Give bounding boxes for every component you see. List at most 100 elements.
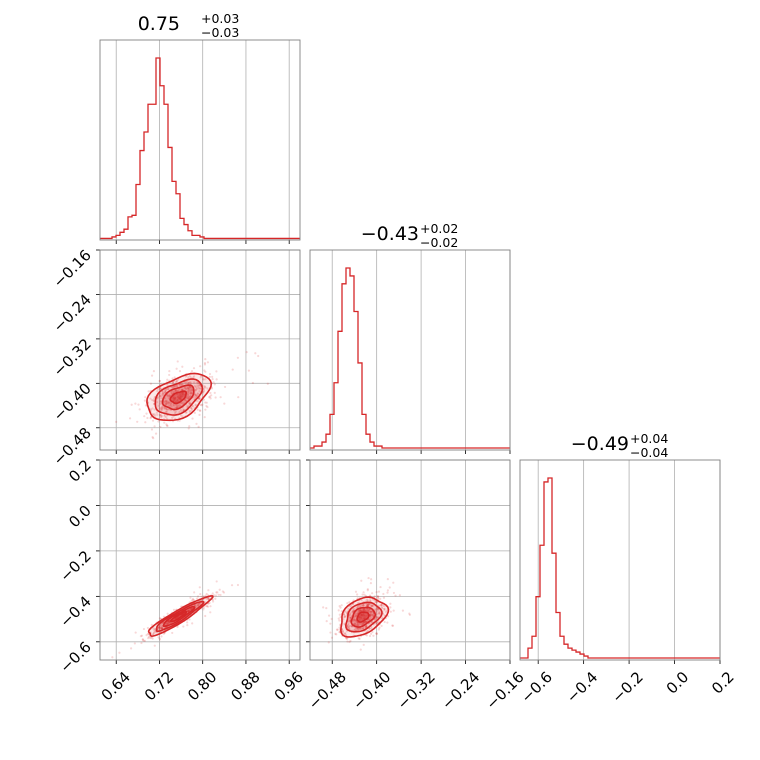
sample-point xyxy=(151,407,154,410)
sample-point xyxy=(167,620,170,623)
sample-point xyxy=(185,411,188,414)
sample-point xyxy=(377,595,380,599)
sample-point xyxy=(143,639,147,642)
sample-point xyxy=(203,385,206,388)
sample-point xyxy=(218,588,221,591)
sample-point xyxy=(369,599,372,603)
sample-point xyxy=(386,589,390,592)
sample-point xyxy=(341,629,344,632)
sample-point xyxy=(392,591,396,595)
sample-point xyxy=(204,386,207,389)
sample-point xyxy=(349,613,352,616)
sample-point xyxy=(362,643,365,646)
sample-point xyxy=(203,385,206,388)
sample-point xyxy=(188,381,191,384)
sample-point xyxy=(370,613,373,616)
sample-point xyxy=(372,634,375,637)
sample-point xyxy=(171,416,174,419)
sample-point xyxy=(194,403,197,406)
sample-point xyxy=(165,622,168,625)
sample-point xyxy=(174,390,178,393)
sample-point xyxy=(366,619,369,623)
sample-point xyxy=(215,370,218,373)
scatter-panel-param0-vs-param1 xyxy=(96,249,301,454)
sample-point xyxy=(195,388,198,391)
sample-point xyxy=(368,634,372,638)
sample-point xyxy=(151,412,155,416)
title-plus: +0.04 xyxy=(630,431,668,446)
sample-point xyxy=(159,415,163,418)
sample-point xyxy=(368,610,371,613)
sample-point xyxy=(149,636,152,640)
sample-point xyxy=(199,403,202,406)
sample-point xyxy=(213,594,216,597)
sample-point xyxy=(208,396,211,399)
panel-frame xyxy=(309,249,511,451)
sample-point xyxy=(359,608,362,611)
sample-point xyxy=(204,614,207,618)
sample-point xyxy=(178,404,181,407)
sample-point xyxy=(356,610,359,613)
sample-point xyxy=(376,595,379,598)
sample-point xyxy=(219,593,222,597)
sample-point xyxy=(194,392,197,396)
sample-point xyxy=(359,648,362,651)
sample-point xyxy=(189,385,192,389)
sample-point xyxy=(134,631,137,634)
sample-point xyxy=(190,407,194,411)
sample-point xyxy=(367,603,370,606)
sample-point xyxy=(158,625,162,628)
sample-point xyxy=(359,617,362,620)
sample-point xyxy=(197,603,200,607)
sample-point xyxy=(176,399,179,402)
sample-point xyxy=(364,620,367,623)
sample-point xyxy=(362,604,365,607)
sample-point xyxy=(140,641,143,645)
sample-point xyxy=(194,389,197,392)
sample-point xyxy=(176,389,179,392)
sample-point xyxy=(192,375,196,378)
sample-point xyxy=(164,389,167,393)
sample-point xyxy=(176,395,179,399)
sample-point xyxy=(178,383,181,387)
sample-point xyxy=(159,400,162,403)
sample-point xyxy=(169,402,172,405)
sample-point xyxy=(174,397,177,400)
sample-point xyxy=(196,384,199,387)
sample-point xyxy=(199,365,202,368)
sample-point xyxy=(213,391,216,394)
sample-point xyxy=(164,416,168,419)
sample-point xyxy=(195,597,199,600)
title-minus: −0.04 xyxy=(630,445,668,460)
sample-point xyxy=(190,392,193,395)
sample-point xyxy=(166,402,169,405)
sample-point xyxy=(365,603,368,606)
sample-point xyxy=(369,597,372,600)
sample-point xyxy=(194,395,197,398)
sample-point xyxy=(223,402,226,405)
sample-point xyxy=(254,352,257,355)
sample-point xyxy=(152,399,155,402)
sample-point xyxy=(325,620,328,623)
sample-point xyxy=(187,391,190,395)
sample-point xyxy=(394,594,397,597)
sample-point xyxy=(186,624,189,627)
sample-point xyxy=(178,397,181,401)
sample-point xyxy=(186,621,189,624)
sample-point xyxy=(171,381,174,384)
sample-point xyxy=(179,408,183,412)
sample-point xyxy=(361,617,364,620)
sample-point xyxy=(357,623,360,626)
sample-point xyxy=(370,604,373,607)
sample-point xyxy=(151,435,154,439)
sample-point xyxy=(369,614,372,617)
sample-point xyxy=(165,424,169,427)
sample-point xyxy=(187,387,190,390)
sample-point xyxy=(343,615,346,618)
sample-point xyxy=(150,623,153,626)
panel-frame xyxy=(99,249,301,451)
sample-point xyxy=(186,387,189,390)
sample-point xyxy=(362,604,365,607)
sample-point xyxy=(358,623,362,626)
sample-point xyxy=(202,387,206,390)
